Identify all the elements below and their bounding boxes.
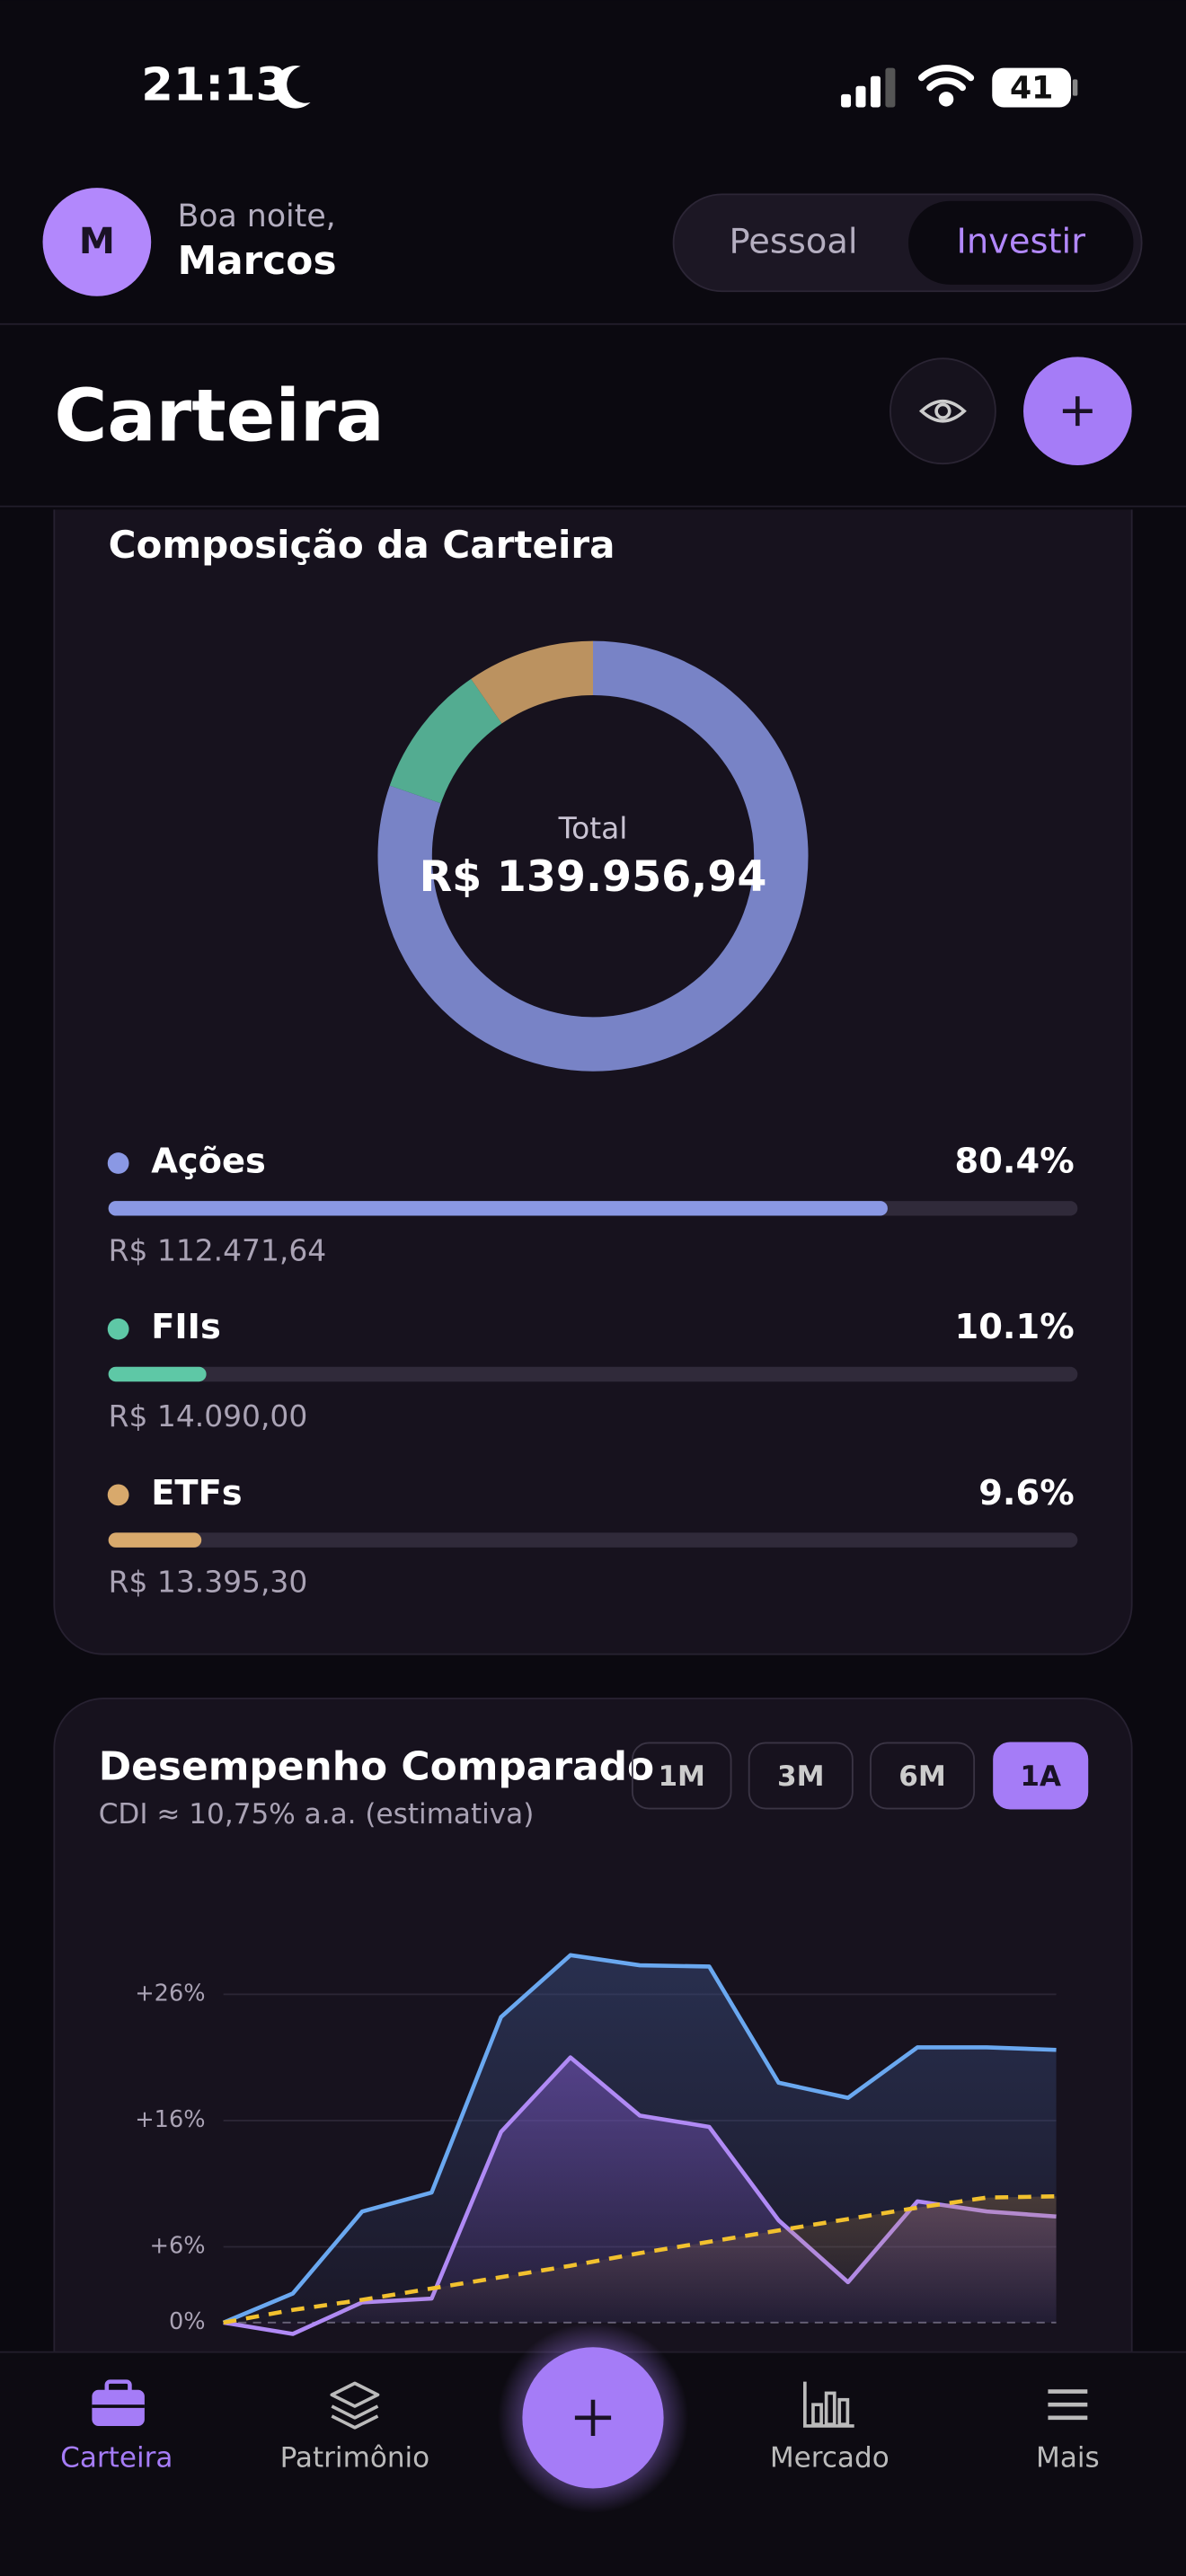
- user-name: Marcos: [177, 238, 336, 284]
- range-label[interactable]: 1M: [658, 1760, 705, 1793]
- y-tick-label: +16%: [135, 2106, 205, 2133]
- legend-dot: [107, 1152, 129, 1174]
- avatar[interactable]: [42, 188, 152, 296]
- range-button[interactable]: [631, 1742, 732, 1810]
- range-label[interactable]: 6M: [898, 1760, 946, 1793]
- donut-total: R$ 139.956,94: [420, 852, 767, 902]
- range-button[interactable]: [748, 1742, 854, 1810]
- asset-amount: R$ 112.471,64: [109, 1232, 327, 1267]
- card-title: Desempenho Comparado: [99, 1744, 654, 1790]
- asset-name: FIIs: [151, 1307, 221, 1347]
- avatar-initial: M: [79, 221, 115, 262]
- battery-level: 41: [1010, 70, 1053, 106]
- range-label[interactable]: 3M: [777, 1760, 825, 1793]
- asset-percent: 9.6%: [978, 1473, 1074, 1513]
- y-tick-label: 0%: [169, 2308, 206, 2335]
- tab-label[interactable]: Pessoal: [730, 222, 858, 262]
- asset-percent: 10.1%: [955, 1307, 1075, 1347]
- range-button[interactable]: [993, 1742, 1089, 1810]
- nav-label[interactable]: Mercado: [770, 2442, 890, 2475]
- progress-track: [108, 1366, 1078, 1382]
- series-area: [223, 2196, 1057, 2323]
- donut-segment: [471, 640, 594, 724]
- card-title: Composição da Carteira: [109, 523, 615, 567]
- battery-tip: [1072, 79, 1078, 96]
- y-tick-label: +6%: [150, 2233, 206, 2260]
- moon-icon: [274, 66, 311, 109]
- tab-label[interactable]: Investir: [957, 222, 1086, 262]
- chart-icon: [803, 2381, 854, 2428]
- menu-icon: [1048, 2389, 1088, 2421]
- visibility-button[interactable]: [890, 357, 996, 465]
- progress-bar: [108, 1201, 888, 1216]
- y-tick-label: +26%: [135, 1980, 205, 2007]
- donut-segment: [377, 640, 809, 1072]
- tab-active: [908, 200, 1134, 285]
- progress-track: [108, 1532, 1078, 1548]
- progress-bar: [108, 1532, 202, 1548]
- series-area: [223, 2057, 1057, 2334]
- donut-segment: [389, 678, 503, 805]
- asset-name: ETFs: [151, 1473, 242, 1513]
- asset-name: Ações: [151, 1142, 266, 1182]
- asset-percent: 80.4%: [955, 1142, 1075, 1182]
- progress-bar: [108, 1366, 207, 1382]
- series-line: [223, 2193, 1057, 2325]
- status-time: 21:13: [141, 58, 288, 112]
- legend-dot: [107, 1484, 129, 1506]
- card-subtitle: CDI ≈ 10,75% a.a. (estimativa): [99, 1798, 535, 1831]
- page-title: Carteira: [54, 374, 385, 458]
- eye-icon: [918, 399, 967, 423]
- wifi-icon: [917, 65, 975, 107]
- nav-label[interactable]: Carteira: [60, 2442, 173, 2475]
- asset-amount: R$ 14.090,00: [109, 1398, 308, 1434]
- battery-icon: [992, 67, 1072, 108]
- asset-amount: R$ 13.395,30: [109, 1565, 308, 1600]
- plus-icon: [574, 2399, 612, 2436]
- briefcase-icon: [92, 2379, 145, 2426]
- layers-icon: [330, 2381, 380, 2430]
- range-label[interactable]: 1A: [1020, 1760, 1061, 1793]
- legend-dot: [107, 1318, 129, 1340]
- greeting: Boa noite,: [177, 198, 335, 234]
- signal-icon: [841, 67, 896, 108]
- donut-label: Total: [558, 810, 628, 845]
- plus-icon: [1062, 396, 1093, 427]
- nav-label[interactable]: Mais: [1036, 2442, 1100, 2475]
- nav-label[interactable]: Patrimônio: [280, 2442, 430, 2475]
- range-button[interactable]: [870, 1742, 976, 1810]
- series-line: [222, 1953, 1057, 2325]
